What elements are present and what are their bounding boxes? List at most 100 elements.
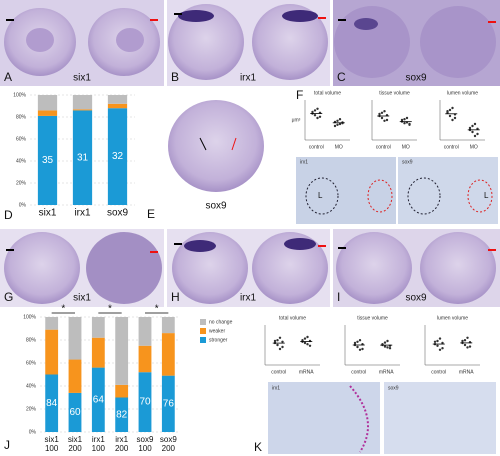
x-tick-label: irx1 <box>74 208 91 219</box>
point <box>383 119 386 123</box>
bar-segment <box>72 109 93 111</box>
point <box>436 344 439 347</box>
dose-label: 100 <box>138 444 152 453</box>
photo-e <box>143 88 290 225</box>
bar-segment <box>91 337 105 368</box>
y-tick-label: 60% <box>26 360 37 366</box>
x-tick-label: mRNA <box>379 369 394 375</box>
point <box>336 119 339 123</box>
point <box>405 116 409 120</box>
bar-segment <box>115 317 129 385</box>
y-tick-label: 80% <box>16 114 27 120</box>
bar-segment <box>115 384 129 398</box>
dose-label: 200 <box>68 444 82 453</box>
point <box>386 339 389 343</box>
x-tick-label: control <box>444 144 459 150</box>
bar-segment <box>45 329 59 375</box>
chart-title: lumen volume <box>437 315 468 321</box>
panel-letter: B <box>171 70 179 84</box>
x-tick-label: control <box>376 144 391 150</box>
chart-title: total volume <box>314 90 341 96</box>
bar-segment <box>138 317 152 346</box>
bar-segment <box>107 103 128 109</box>
point <box>273 339 277 343</box>
point <box>463 339 467 342</box>
x-tick-label: MO <box>470 144 478 150</box>
panel-letter: H <box>171 290 180 304</box>
gene-label: irx1 <box>240 73 257 84</box>
bar-segment <box>45 374 59 432</box>
point <box>473 134 477 138</box>
histology-k <box>268 382 496 454</box>
histology-label: L <box>318 191 323 200</box>
point <box>408 122 411 126</box>
point <box>451 106 454 110</box>
x-tick-label: irx1 <box>115 435 128 444</box>
point <box>333 124 337 128</box>
x-tick-label: sox9 <box>137 435 154 444</box>
photo-i <box>333 229 500 307</box>
point <box>438 348 442 351</box>
bar-segment <box>72 95 93 110</box>
dose-label: 200 <box>162 444 176 453</box>
histology-label: sox9 <box>402 159 413 165</box>
panel-letter: F <box>296 88 303 102</box>
point <box>303 341 307 345</box>
point <box>471 124 474 128</box>
x-tick-label: sox9 <box>107 208 129 219</box>
count-label: 76 <box>163 398 175 409</box>
y-tick-label: 20% <box>26 406 37 412</box>
point <box>316 116 319 120</box>
x-tick-label: six1 <box>68 435 83 444</box>
bar-segment <box>37 95 58 111</box>
point <box>386 346 389 349</box>
chart-title: total volume <box>279 315 306 321</box>
x-tick-label: control <box>271 369 286 375</box>
y-tick-label: 100% <box>13 92 26 98</box>
histology-label: irx1 <box>272 385 280 391</box>
panel-letter: I <box>337 290 340 304</box>
point <box>448 114 452 118</box>
legend-swatch <box>200 337 206 343</box>
legend-swatch <box>200 319 206 325</box>
legend-label: weaker <box>209 328 225 334</box>
significance: * <box>108 304 112 315</box>
point <box>278 336 282 339</box>
bar-segment <box>72 110 93 205</box>
dose-label: 100 <box>45 444 59 453</box>
gene-label: sox9 <box>405 73 427 84</box>
point <box>316 107 319 111</box>
point <box>313 114 317 117</box>
point <box>306 343 309 346</box>
point <box>451 118 454 122</box>
point <box>276 343 279 347</box>
point <box>388 347 392 350</box>
point <box>278 347 282 351</box>
point <box>276 339 279 342</box>
y-tick-label: 40% <box>16 158 27 164</box>
x-tick-label: control <box>309 144 324 150</box>
point <box>380 116 384 120</box>
point <box>318 115 322 119</box>
gene-label: six1 <box>73 73 91 84</box>
point <box>313 109 317 112</box>
panel-letter: D <box>4 208 13 222</box>
gene-label: six1 <box>73 293 91 304</box>
bar-segment <box>68 392 82 432</box>
point <box>471 130 474 134</box>
point <box>380 111 384 115</box>
panel-letter: J <box>4 438 10 452</box>
legend-label: stronger <box>209 337 228 343</box>
bar-segment <box>161 317 175 334</box>
histology-label: L <box>484 191 489 200</box>
count-label: 64 <box>93 394 105 405</box>
chart-title: lumen volume <box>447 90 478 96</box>
y-tick-label: 0% <box>29 429 37 435</box>
x-tick-label: irx1 <box>92 435 105 444</box>
panel-letter: G <box>4 290 13 304</box>
bar-segment <box>68 359 82 393</box>
point <box>336 123 339 127</box>
gene-label: sox9 <box>205 201 227 212</box>
significance: * <box>61 304 65 315</box>
